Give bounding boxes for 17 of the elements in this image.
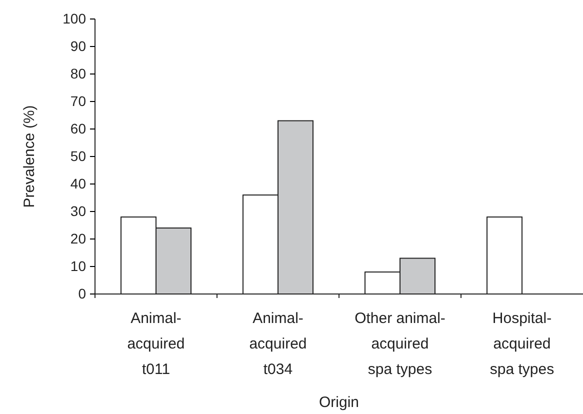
x-tick-label: Animal-acquired t034: [249, 310, 307, 378]
x-tick-label: Hospital-acquired spa types: [490, 310, 554, 378]
y-tick-label: 20: [70, 230, 86, 246]
x-axis-title: Origin: [318, 394, 360, 411]
x-tick-label: Other animal-acquired spa types: [354, 310, 446, 378]
y-tick-label: 80: [70, 65, 86, 82]
y-tick-label: 0: [78, 285, 86, 302]
y-tick-label: 90: [70, 38, 86, 54]
y-tick-label: 60: [70, 120, 86, 136]
y-tick-label: 50: [70, 148, 86, 164]
y-tick-label: 70: [70, 92, 86, 109]
y-axis-title: Prevalence (%): [21, 105, 38, 208]
y-tick-label: 10: [70, 258, 86, 274]
y-tick-label: 30: [70, 202, 86, 219]
x-tick-label: Animal-acquired t011: [127, 310, 185, 378]
y-tick-label: 40: [70, 175, 86, 192]
y-tick-label: 100: [62, 10, 86, 26]
